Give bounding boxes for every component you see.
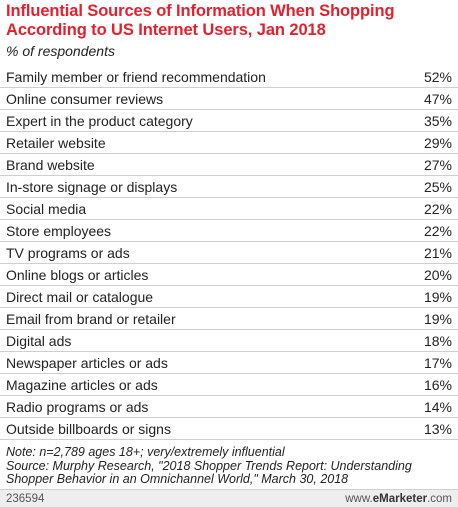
- table-row: Retailer website 29%: [0, 132, 458, 154]
- row-value: 13%: [423, 421, 452, 437]
- row-value: 29%: [423, 135, 452, 151]
- data-table: Family member or friend recommendation 52…: [0, 66, 458, 440]
- table-row: Magazine articles or ads 16%: [0, 374, 458, 396]
- row-value: 18%: [423, 333, 452, 349]
- row-value: 14%: [423, 399, 452, 415]
- table-row: Expert in the product category 35%: [0, 110, 458, 132]
- row-value: 25%: [423, 179, 452, 195]
- row-value: 22%: [423, 201, 452, 217]
- brand-name: eMarketer: [372, 493, 428, 505]
- table-row: Newspaper articles or ads 17%: [0, 352, 458, 374]
- table-row: Direct mail or catalogue 19%: [0, 286, 458, 308]
- row-value: 19%: [423, 289, 452, 305]
- table-row: Radio programs or ads 14%: [0, 396, 458, 418]
- table-row: Online consumer reviews 47%: [0, 88, 458, 110]
- table-row: Brand website 27%: [0, 154, 458, 176]
- row-label: Social media: [6, 201, 87, 217]
- row-label: In-store signage or displays: [6, 179, 178, 195]
- row-label: Digital ads: [6, 333, 72, 349]
- row-value: 22%: [423, 223, 452, 239]
- row-value: 27%: [423, 157, 452, 173]
- row-value: 19%: [423, 311, 452, 327]
- row-label: Email from brand or retailer: [6, 311, 176, 327]
- row-label: Retailer website: [6, 135, 106, 151]
- row-label: Newspaper articles or ads: [6, 355, 168, 371]
- row-label: Radio programs or ads: [6, 399, 149, 415]
- row-value: 21%: [423, 245, 452, 261]
- row-value: 52%: [423, 69, 452, 85]
- table-row: In-store signage or displays 25%: [0, 176, 458, 198]
- brand-prefix: www.: [345, 493, 373, 505]
- chart-subtitle: % of respondents: [6, 43, 115, 59]
- brand-link[interactable]: www.eMarketer.com: [345, 492, 452, 506]
- table-row: Social media 22%: [0, 198, 458, 220]
- table-row: Store employees 22%: [0, 220, 458, 242]
- row-label: Online consumer reviews: [6, 91, 164, 107]
- chart-title: Influential Sources of Information When …: [6, 2, 395, 39]
- footer-bar: 236594 www.eMarketer.com: [0, 489, 458, 507]
- footnote-source: Source: Murphy Research, "2018 Shopper T…: [6, 458, 412, 486]
- row-label: Brand website: [6, 157, 95, 173]
- row-label: Store employees: [6, 223, 112, 239]
- row-label: Expert in the product category: [6, 113, 193, 129]
- row-label: TV programs or ads: [6, 245, 130, 261]
- row-label: Direct mail or catalogue: [6, 289, 154, 305]
- row-value: 35%: [423, 113, 452, 129]
- table-row: TV programs or ads 21%: [0, 242, 458, 264]
- row-label: Family member or friend recommendation: [6, 69, 266, 85]
- row-label: Outside billboards or signs: [6, 421, 171, 437]
- chart-id: 236594: [6, 493, 45, 505]
- table-row: Digital ads 18%: [0, 330, 458, 352]
- footnote-note: Note: n=2,789 ages 18+; very/extremely i…: [6, 445, 285, 459]
- row-label: Magazine articles or ads: [6, 377, 158, 393]
- table-row: Family member or friend recommendation 52…: [0, 66, 458, 88]
- row-value: 20%: [423, 267, 452, 283]
- row-label: Online blogs or articles: [6, 267, 149, 283]
- table-row: Outside billboards or signs 13%: [0, 418, 458, 440]
- row-value: 16%: [423, 377, 452, 393]
- table-row: Online blogs or articles 20%: [0, 264, 458, 286]
- row-value: 47%: [423, 91, 452, 107]
- table-row: Email from brand or retailer 19%: [0, 308, 458, 330]
- brand-suffix: .com: [427, 493, 452, 505]
- footnote: Note: n=2,789 ages 18+; very/extremely i…: [6, 445, 454, 487]
- row-value: 17%: [423, 355, 452, 371]
